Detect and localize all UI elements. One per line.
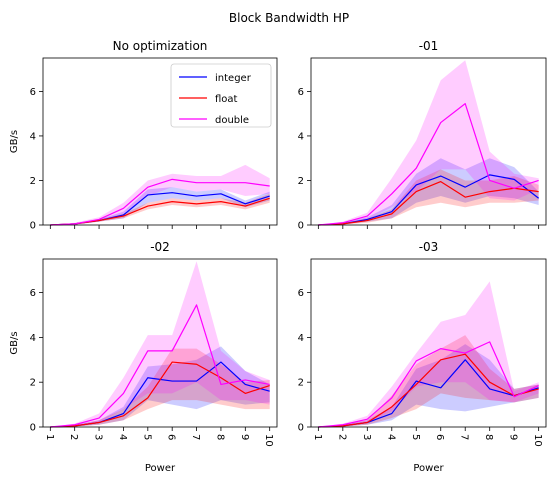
band-double xyxy=(50,261,270,427)
band-float xyxy=(318,169,539,225)
plot-frame xyxy=(42,258,278,428)
x-tick-label: 1 xyxy=(44,434,55,440)
x-tick-label: 5 xyxy=(141,434,152,440)
y-tick-label: 0 xyxy=(30,423,36,434)
band-integer xyxy=(318,344,539,427)
plot-frame xyxy=(310,57,547,226)
x-tick-label: 10 xyxy=(532,434,543,447)
line-double xyxy=(318,341,539,428)
y-tick-label: 6 xyxy=(30,87,36,98)
x-tick-label: 6 xyxy=(434,434,445,440)
legend-box xyxy=(170,63,272,128)
subplot-2: 0 2 4 6 -01 xyxy=(298,39,547,232)
x-tick-label: 7 xyxy=(459,434,470,440)
x-tick-label: 8 xyxy=(214,434,225,440)
y-tick-label: 2 xyxy=(30,176,36,187)
line-float xyxy=(318,353,539,428)
x-tick-label: 4 xyxy=(385,434,396,440)
x-tick-label: 7 xyxy=(190,434,201,440)
y-tick-label: 4 xyxy=(298,333,304,344)
y-tick-label: 0 xyxy=(298,423,304,434)
x-tick-label: 2 xyxy=(68,434,79,440)
subplot-4: 0 2 4 6 1 2 3 4 5 6 7 8 9 10 -03 Power xyxy=(298,240,547,474)
x-axis-label: Power xyxy=(413,463,444,474)
x-tick-label: 9 xyxy=(508,434,519,440)
y-tick-label: 0 xyxy=(30,221,36,232)
band-double xyxy=(318,60,539,226)
y-axis-label: GB/s xyxy=(9,331,20,354)
legend-label-double: double xyxy=(215,115,249,126)
subplot-3: 0 2 4 6 1 2 3 4 5 6 7 8 9 10 -02 GB/s Power xyxy=(9,240,278,474)
subplot-title: -02 xyxy=(150,240,170,254)
line-double xyxy=(50,304,270,428)
plot-frame xyxy=(310,258,547,428)
legend: integer float double xyxy=(170,63,272,128)
y-tick-label: 6 xyxy=(298,87,304,98)
y-tick-label: 2 xyxy=(298,378,304,389)
subplot-title: -01 xyxy=(419,39,439,53)
x-axis-label: Power xyxy=(145,463,176,474)
plot-frame xyxy=(42,57,278,226)
x-tick-label: 9 xyxy=(239,434,250,440)
x-tick-label: 8 xyxy=(483,434,494,440)
y-tick-label: 6 xyxy=(298,288,304,299)
x-tick-label: 4 xyxy=(117,434,128,440)
x-tick-label: 6 xyxy=(166,434,177,440)
y-tick-label: 0 xyxy=(298,221,304,232)
legend-label-float: float xyxy=(215,94,238,105)
line-double xyxy=(50,178,270,226)
figure-suptitle: Block Bandwidth HP xyxy=(229,11,349,25)
x-tick-label: 10 xyxy=(263,434,274,447)
y-tick-label: 4 xyxy=(30,333,36,344)
x-tick-label: 5 xyxy=(410,434,421,440)
legend-label-integer: integer xyxy=(215,73,252,84)
y-axis-label: GB/s xyxy=(9,130,20,153)
band-float xyxy=(318,335,539,427)
subplot-title: -03 xyxy=(419,240,439,254)
line-double xyxy=(318,103,539,226)
y-tick-label: 2 xyxy=(298,176,304,187)
subplot-title: No optimization xyxy=(113,39,208,53)
y-tick-label: 4 xyxy=(298,131,304,142)
band-float xyxy=(50,348,270,427)
line-float xyxy=(318,180,539,226)
x-tick-label: 3 xyxy=(361,434,372,440)
band-double xyxy=(50,164,270,225)
subplot-1: 0 2 4 6 No optimization GB/s integer float doubl… xyxy=(9,39,278,232)
line-float xyxy=(50,361,270,428)
x-tick-label: 1 xyxy=(312,434,323,440)
y-tick-label: 6 xyxy=(30,288,36,299)
x-tick-label: 3 xyxy=(93,434,104,440)
y-tick-label: 2 xyxy=(30,378,36,389)
x-tick-label: 2 xyxy=(336,434,347,440)
band-integer xyxy=(50,187,270,225)
y-tick-label: 4 xyxy=(30,131,36,142)
band-integer xyxy=(318,158,539,225)
